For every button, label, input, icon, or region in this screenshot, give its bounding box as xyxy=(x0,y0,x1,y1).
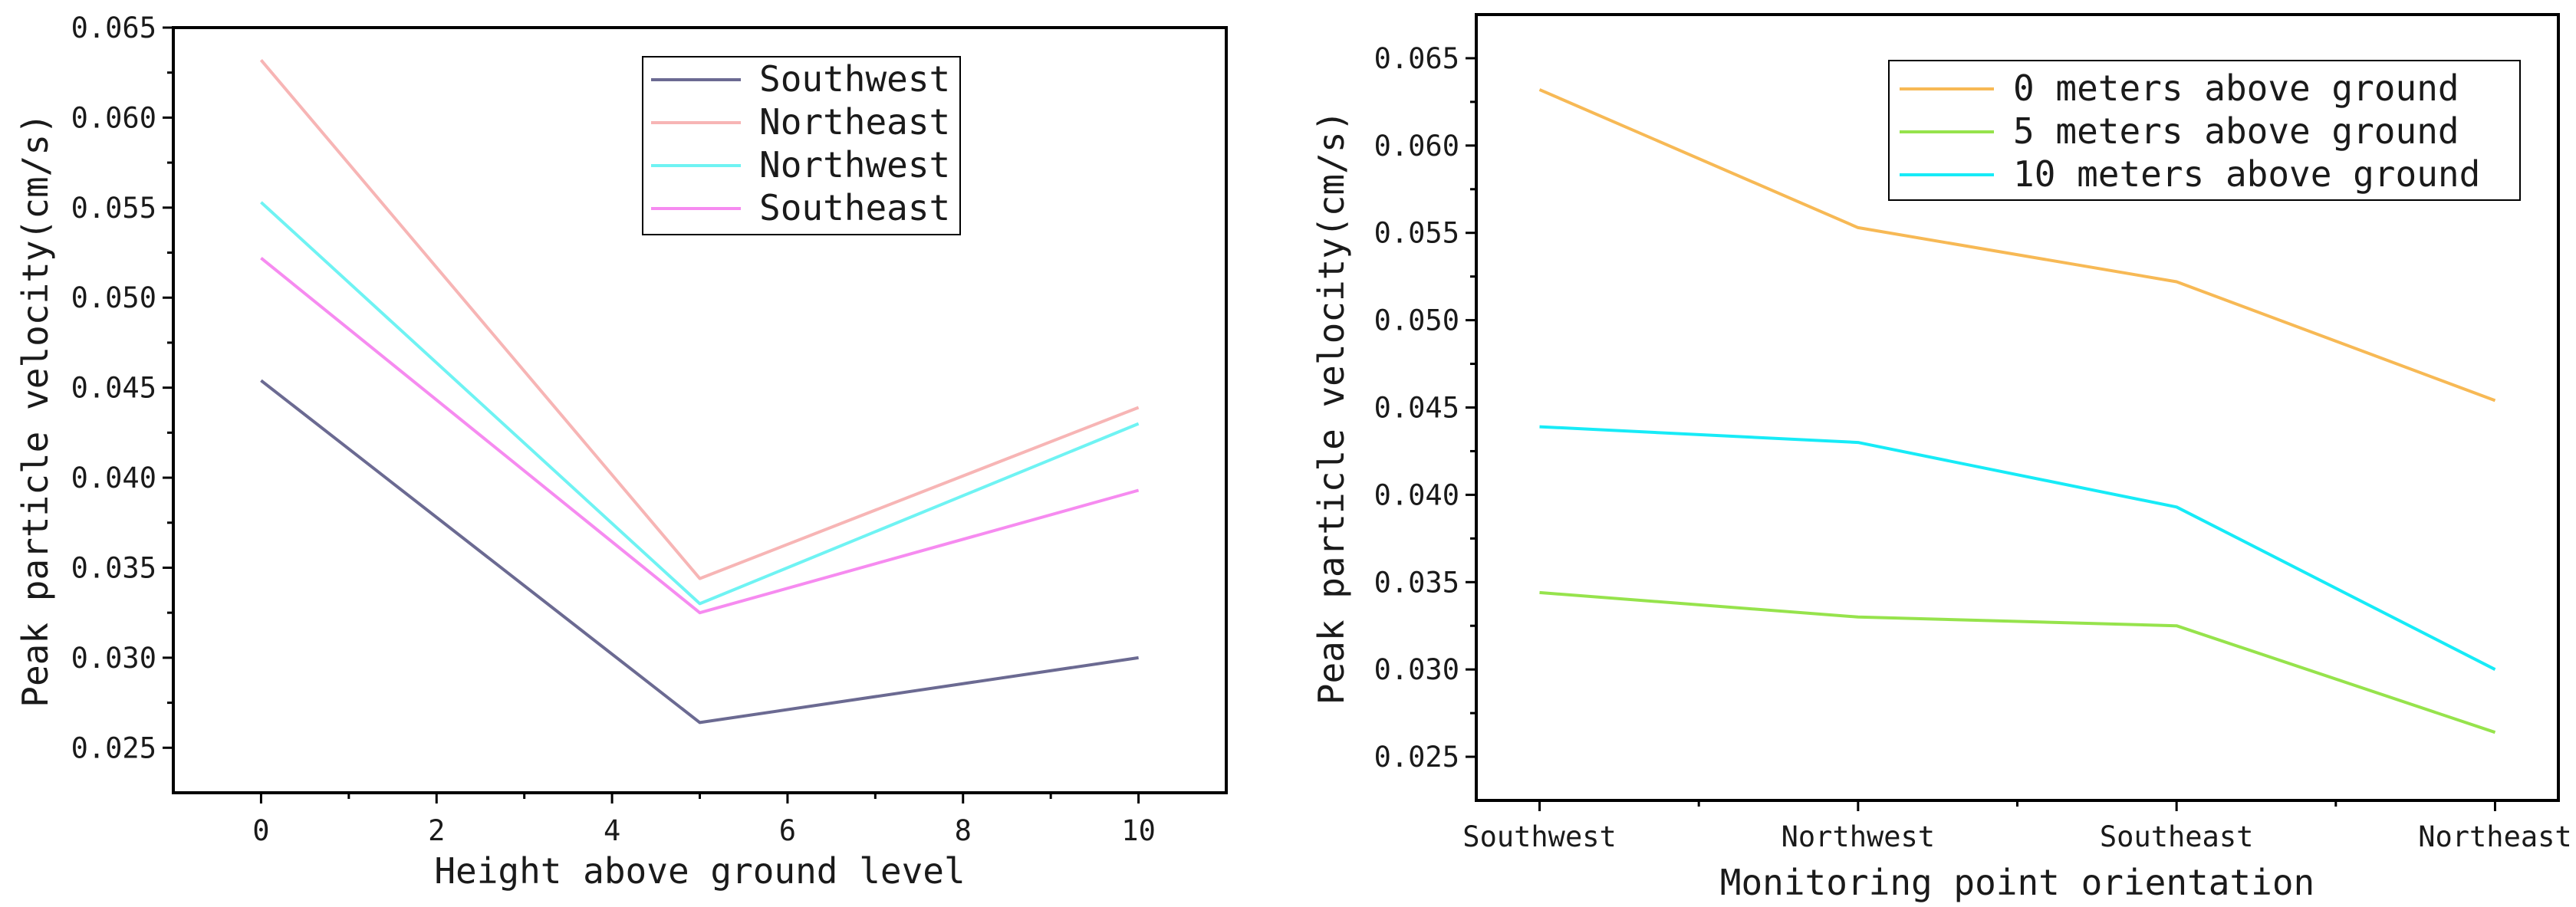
y-tick-label: 0.060 xyxy=(1374,130,1459,163)
y-tick-label: 0.060 xyxy=(71,101,156,134)
y-tick-label: 0.035 xyxy=(1374,566,1459,599)
series-line-2 xyxy=(259,59,1140,580)
x-axis-title: Monitoring point orientation xyxy=(1720,862,2314,903)
y-tick-label: 0.030 xyxy=(71,642,156,675)
series-line-2 xyxy=(1539,590,2496,734)
legend-box xyxy=(1888,60,2521,201)
x-tick-label: 6 xyxy=(779,814,796,847)
legend-label: 0 meters above ground xyxy=(2013,67,2459,109)
y-tick-label: 0.065 xyxy=(1374,42,1459,75)
y-axis-title: Peak particle velocity(cm/s) xyxy=(15,113,56,707)
x-tick-label: Northwest xyxy=(1781,820,1935,853)
legend-label: Southeast xyxy=(759,187,950,228)
y-tick-label: 0.035 xyxy=(71,551,156,584)
legend-label: Northwest xyxy=(759,144,950,186)
x-tick-label: 10 xyxy=(1121,814,1156,847)
x-tick-label: 8 xyxy=(955,814,972,847)
x-tick-label: 2 xyxy=(428,814,445,847)
y-tick-label: 0.025 xyxy=(71,731,156,764)
x-axis-title: Height above ground level xyxy=(434,850,965,892)
legend-label: 5 meters above ground xyxy=(2013,110,2459,152)
series-line-3 xyxy=(1539,425,2496,671)
series-line-3 xyxy=(260,201,1140,606)
legend-label: Southwest xyxy=(759,58,950,100)
x-tick-label: 4 xyxy=(604,814,620,847)
orientation-chart: 0.025 0.030 0.035 0.040 0.045 0.050 0.055 0.060… xyxy=(1311,13,2572,903)
y-tick-label: 0.050 xyxy=(1374,304,1459,337)
y-tick-label: 0.050 xyxy=(71,281,156,314)
y-tick-label: 0.045 xyxy=(71,372,156,405)
series-line-1 xyxy=(260,379,1139,725)
y-tick-label: 0.040 xyxy=(1374,478,1459,511)
y-tick-label: 0.025 xyxy=(1374,741,1459,774)
y-tick-label: 0.045 xyxy=(1374,392,1459,425)
legend-label: 10 meters above ground xyxy=(2013,153,2480,195)
legend-box xyxy=(642,56,961,235)
y-tick-label: 0.065 xyxy=(71,12,156,44)
y-tick-label: 0.055 xyxy=(1374,217,1459,250)
y-axis-title: Peak particle velocity(cm/s) xyxy=(1311,110,1352,705)
series-line-4 xyxy=(260,257,1140,615)
height-chart: 0.025 0.030 0.035 0.040 0.045 0.050 0.055 0.060… xyxy=(15,12,1228,892)
x-tick-label: Northeast xyxy=(2418,820,2571,853)
y-tick-label: 0.040 xyxy=(71,462,156,495)
x-tick-label: 0 xyxy=(252,814,269,847)
series-line-1 xyxy=(1538,88,2496,403)
x-tick-label: Southeast xyxy=(2100,820,2253,853)
x-tick-label: Southwest xyxy=(1462,820,1616,853)
y-tick-label: 0.030 xyxy=(1374,653,1459,686)
legend-label: Northeast xyxy=(759,101,950,143)
y-tick-label: 0.055 xyxy=(71,192,156,225)
